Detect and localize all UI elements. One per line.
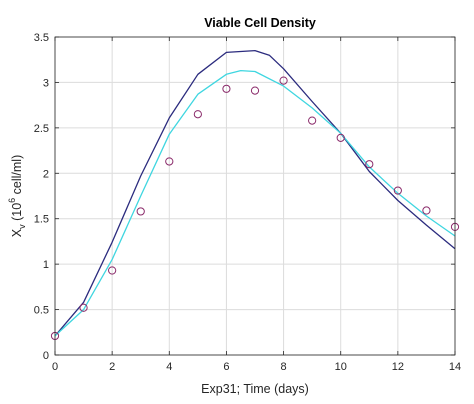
y-label-subscript: v	[17, 224, 27, 229]
x-tick-label: 10	[335, 361, 347, 373]
x-tick-label: 12	[392, 361, 404, 373]
y-tick-label: 3.5	[34, 32, 49, 44]
x-tick-label: 0	[52, 361, 58, 373]
y-label-base: X	[10, 228, 24, 237]
data-point-marker	[422, 206, 431, 215]
data-point-marker	[165, 157, 174, 166]
x-axis-label: Exp31; Time (days)	[201, 382, 309, 396]
data-point-marker	[279, 76, 288, 85]
data-point-marker	[193, 110, 202, 119]
series-line-2	[54, 69, 456, 337]
y-tick-label: 1	[43, 259, 49, 271]
y-label-superscript: 6	[7, 198, 17, 203]
y-tick-labels: 0 0.5 1 1.5 2 2.5 3 3.5	[34, 32, 49, 362]
data-point-marker	[108, 266, 117, 275]
data-point-marker	[136, 207, 145, 216]
y-tick-label: 3	[43, 77, 49, 89]
y-tick-label: 2.5	[34, 123, 49, 135]
y-label-open: (10	[10, 203, 24, 221]
data-point-marker	[365, 160, 374, 169]
y-tick-label: 0.5	[34, 305, 49, 317]
data-point-marker	[222, 84, 231, 93]
data-point-marker	[393, 186, 402, 195]
x-tick-label: 4	[166, 361, 172, 373]
axis-ticks	[54, 36, 456, 356]
data-point-marker	[250, 86, 260, 95]
data-point-marker	[308, 116, 317, 125]
series-layer	[50, 49, 460, 341]
x-tick-labels: 0 2 4 6 8 10 12 14	[52, 361, 461, 373]
y-axis-label: Xv (106 cell/ml)	[7, 155, 27, 237]
chart-title: Viable Cell Density	[204, 16, 316, 30]
x-tick-label: 14	[449, 361, 461, 373]
x-tick-label: 2	[109, 361, 115, 373]
y-tick-label: 1.5	[34, 214, 49, 226]
y-label-rest: cell/ml)	[10, 155, 24, 198]
y-tick-label: 2	[43, 168, 49, 180]
data-point-marker	[79, 303, 88, 312]
series-line-1	[54, 49, 456, 337]
grid	[54, 36, 456, 356]
x-tick-label: 6	[223, 361, 229, 373]
y-tick-label: 0	[43, 350, 49, 362]
data-point-marker	[336, 133, 345, 142]
plot-frame	[54, 36, 456, 356]
x-tick-label: 8	[281, 361, 287, 373]
